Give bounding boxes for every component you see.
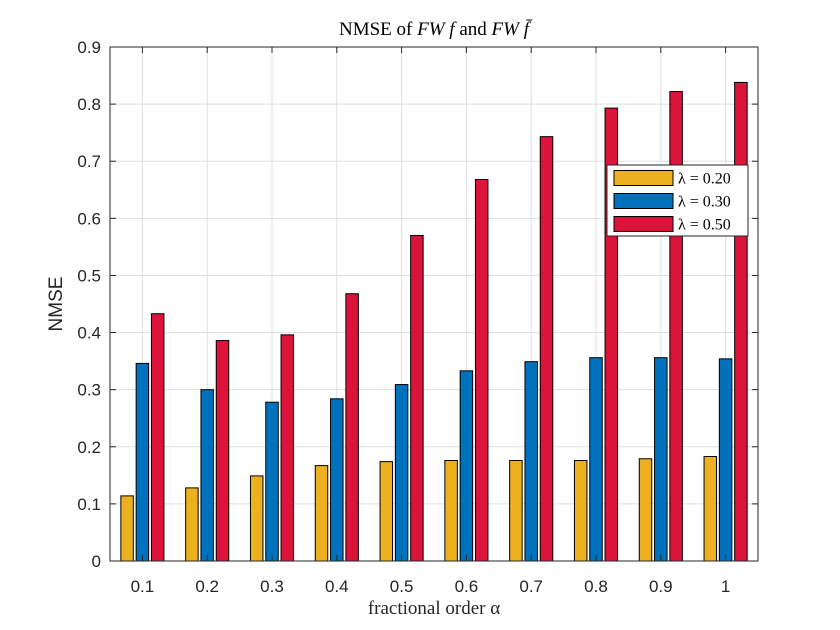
y-tick-label: 0.5 xyxy=(77,266,101,285)
chart-title: NMSE of FW f and FW f̄ xyxy=(339,19,533,40)
x-axis-label: fractional order α xyxy=(368,598,500,619)
x-tick-label: 0.5 xyxy=(390,577,414,596)
y-tick-label: 0.8 xyxy=(77,95,101,114)
bar-series-1-0.1 xyxy=(120,495,134,562)
x-tick-label: 0.4 xyxy=(325,577,349,596)
bar-series-3-0.9 xyxy=(669,91,683,562)
legend-label: λ = 0.30 xyxy=(678,194,731,211)
x-tick-label: 0.3 xyxy=(260,577,284,596)
y-tick-label: 0.2 xyxy=(77,438,101,457)
bar-series-1-0.5 xyxy=(379,461,394,562)
bar-series-3-0.7 xyxy=(539,136,554,562)
bar-series-2-0.4 xyxy=(330,398,344,562)
y-tick-label: 0.3 xyxy=(77,381,101,400)
bar-series-3-0.2 xyxy=(215,340,230,562)
legend-swatch xyxy=(613,216,674,232)
bar-series-2-0.1 xyxy=(135,362,150,562)
x-tick-label: 0.8 xyxy=(584,577,608,596)
bar-series-3-0.5 xyxy=(410,234,424,562)
bar-series-2-0.2 xyxy=(200,389,214,562)
bar-series-1-0.9 xyxy=(638,458,653,562)
y-tick-label: 0 xyxy=(92,552,101,571)
y-tick-label: 0.6 xyxy=(77,209,101,228)
y-tick-label: 0.4 xyxy=(77,324,101,343)
bar-series-3-0.1 xyxy=(150,313,165,562)
x-tick-label: 0.2 xyxy=(195,577,219,596)
y-tick-label: 0.9 xyxy=(77,38,101,57)
bar-series-1-0.2 xyxy=(185,487,199,562)
axis-ticks: 0.1 0.2 0.3 0.4 0.5 0.6 0.7 0.8 0.9 1 0 0.1 0.2 0.3 0.… xyxy=(77,38,758,596)
bar-series-1-0.6 xyxy=(444,459,458,562)
x-tick-label: 0.1 xyxy=(131,577,155,596)
x-tick-label: 0.9 xyxy=(649,577,673,596)
x-tick-label: 1 xyxy=(721,577,730,596)
x-tick-label: 0.7 xyxy=(519,577,543,596)
y-tick-label: 0.7 xyxy=(77,152,101,171)
bar-series-1-0.4 xyxy=(314,465,329,562)
bar-series-2-0.7 xyxy=(524,361,538,562)
bar-series-2-0.6 xyxy=(459,370,474,562)
bar-series-3-1 xyxy=(734,81,748,562)
legend-label: λ = 0.20 xyxy=(678,171,731,188)
legend-label: λ = 0.50 xyxy=(678,217,731,234)
bar-series-3-0.6 xyxy=(474,179,489,562)
legend-swatch xyxy=(613,170,674,186)
y-axis-label: NMSE xyxy=(46,277,67,332)
bar-series-3-0.4 xyxy=(345,293,359,562)
bar-series-2-0.9 xyxy=(654,357,668,562)
legend-swatch xyxy=(613,193,674,209)
bar-series-3-0.3 xyxy=(280,334,295,562)
x-tick-label: 0.6 xyxy=(455,577,479,596)
bar-series-2-0.3 xyxy=(265,401,279,562)
bar-series-2-1 xyxy=(718,358,733,562)
legend: λ = 0.20 λ = 0.30 λ = 0.50 xyxy=(606,164,749,237)
bar-series-2-0.8 xyxy=(589,357,603,562)
plot-area-frame xyxy=(109,46,759,562)
bar-series-2-0.5 xyxy=(394,384,409,562)
y-tick-label: 0.1 xyxy=(77,495,101,514)
bar-series-1-0.7 xyxy=(509,459,523,562)
bar-series-1-0.3 xyxy=(249,475,264,562)
bar-series-1-0.8 xyxy=(573,459,588,562)
bar-series-1-1 xyxy=(703,455,718,562)
